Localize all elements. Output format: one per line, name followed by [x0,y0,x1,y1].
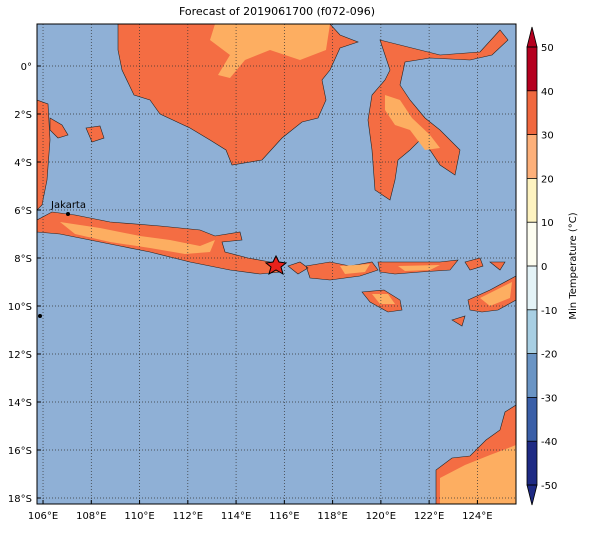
land [37,24,516,504]
colorbar-extend-high [526,26,538,48]
x-tick-label: 114°E [221,511,251,522]
y-tick-label: 6°S [14,206,32,217]
colorbar-tick-label: 0 [541,262,547,273]
java-warm [60,222,215,254]
colorbar-band [527,397,537,442]
y-tick-label: 12°S [8,350,32,361]
colorbar-band [527,353,537,398]
x-tick-label: 106°E [28,511,58,522]
map-title: Forecast of 2019061700 (f072-096) [179,5,375,18]
y-tick-label: 18°S [8,494,32,505]
colorbar-label: Min Temperature (°C) [568,212,579,319]
sulawesi-warm [385,95,440,150]
colorbar-band [527,47,537,91]
colorbar-band [527,90,537,135]
colorbar-tick-label: -30 [541,393,557,404]
colorbar-tick-label: -10 [541,306,557,317]
y-tick-label: 16°S [8,446,32,457]
colorbar-tick-label: -50 [541,481,557,492]
map-frame [36,23,517,505]
x-tick-label: 118°E [317,511,347,522]
colorbar-tick-label: -40 [541,437,557,448]
point-marker [38,314,42,318]
colorbar: -50 -40 -30 -20 -10 0 10 20 30 40 50 [526,26,557,506]
x-tick-label: 122°E [414,511,444,522]
colorbar-tick-label: -20 [541,350,557,361]
colorbar-band [527,178,537,223]
star-marker [264,254,288,276]
x-tick-label: 124°E [462,511,492,522]
sumatra [37,99,51,211]
colorbar-tick-label: 50 [541,43,554,54]
colorbar-extend-low [526,484,538,506]
colorbar-tick-label: 20 [541,174,554,185]
x-tick-label: 116°E [269,511,299,522]
city-marker [66,212,70,216]
y-tick-label: 14°S [8,398,32,409]
x-tick-label: 108°E [76,511,106,522]
colorbar-band [527,134,537,179]
y-tick-label: 4°S [14,158,32,169]
y-tick-label: 10°S [8,302,32,313]
y-tick-label: 8°S [14,254,32,265]
lesser-sunda [287,257,516,327]
y-tick-label: 0° [21,62,32,73]
colorbar-tick-label: 40 [541,87,554,98]
australia-warm [440,445,516,504]
colorbar-band [527,441,537,485]
y-tick-label: 2°S [14,110,32,121]
colorbar-band [527,309,537,354]
city-label: Jakarta [50,200,86,211]
colorbar-band [527,266,537,310]
bangka [49,117,105,143]
x-tick-label: 110°E [124,511,154,522]
borneo-warm [210,24,330,78]
graticule [37,24,516,504]
colorbar-band [527,222,537,266]
x-tick-label: 112°E [173,511,203,522]
colorbar-tick-label: 30 [541,131,554,142]
colorbar-tick-label: 10 [541,218,554,229]
sunda-warm [340,264,512,306]
x-tick-label: 120°E [366,511,396,522]
